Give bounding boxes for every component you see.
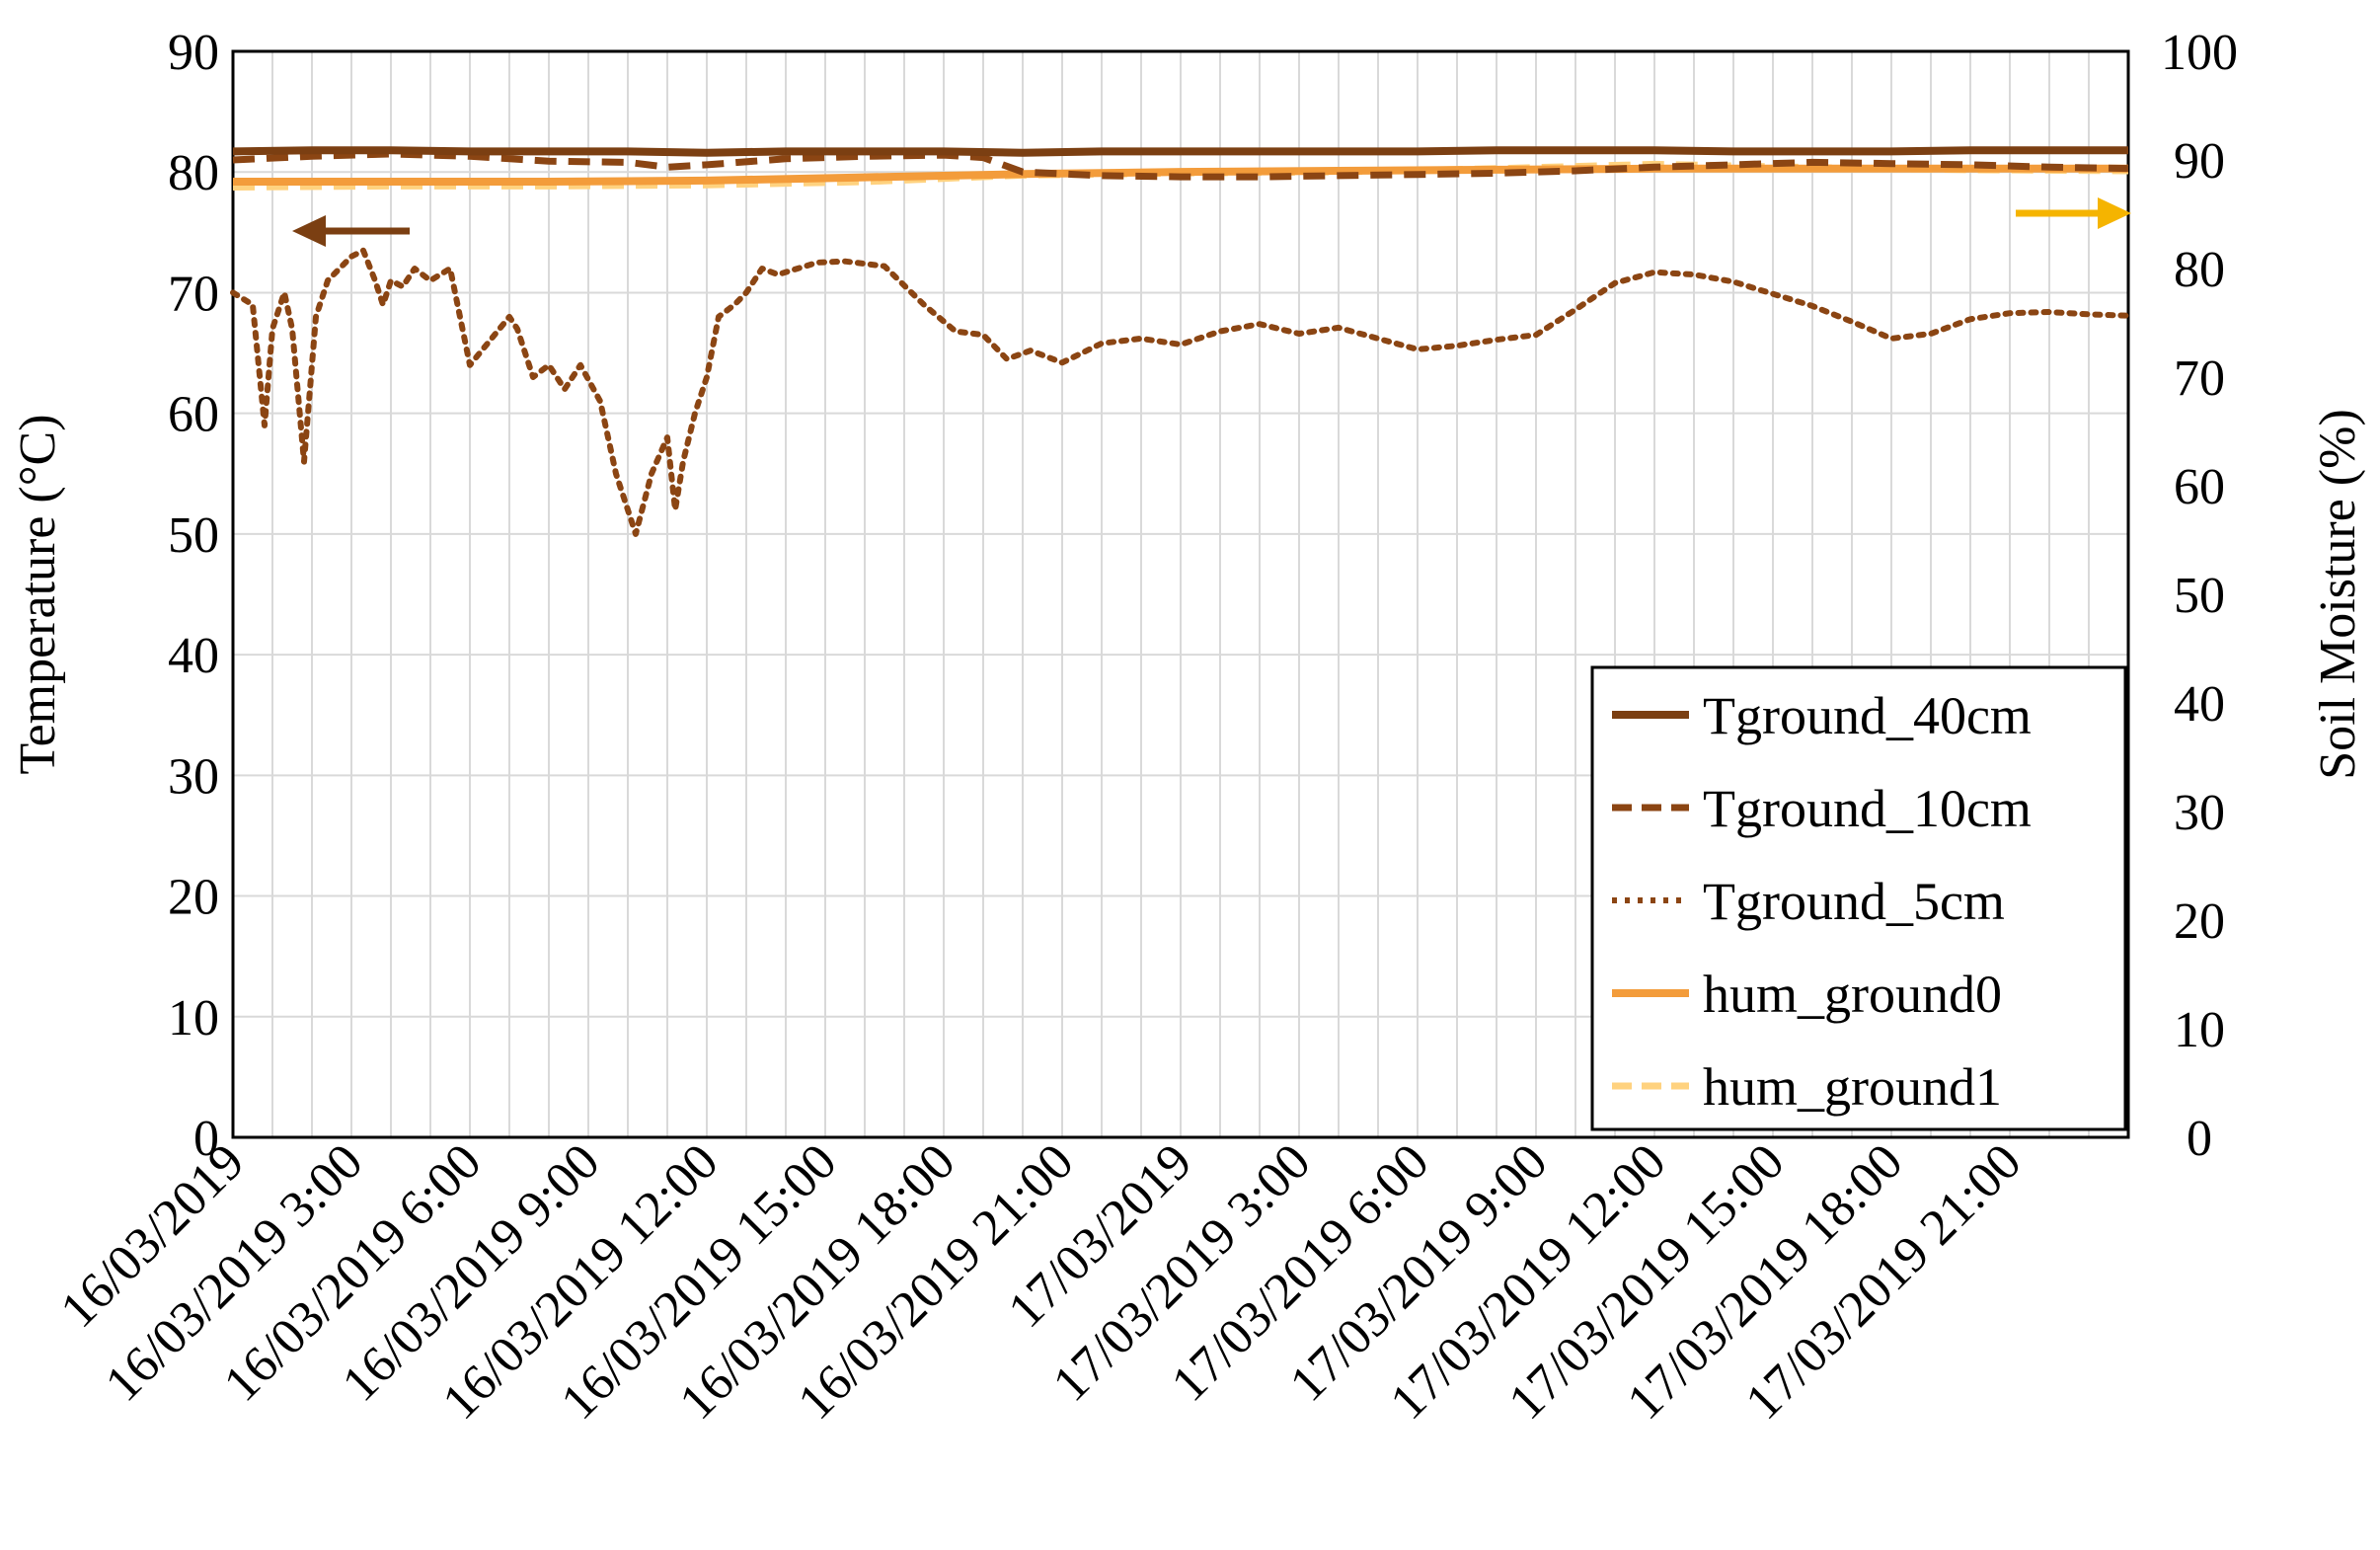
legend-label: Tground_40cm [1703, 686, 2032, 745]
y2-tick-label: 20 [2174, 893, 2225, 950]
y2-tick-label: 70 [2174, 350, 2225, 407]
y2-tick-label: 30 [2174, 785, 2225, 841]
y-tick-label: 80 [168, 145, 219, 201]
y2-tick-label: 80 [2174, 242, 2225, 298]
legend: Tground_40cm Tground_10cm Tground_5cm hum_g… [1590, 665, 2127, 1131]
y-tick-label: 20 [168, 870, 219, 926]
y-tick-label: 40 [168, 628, 219, 684]
y2-tick-label: 0 [2187, 1111, 2212, 1167]
y2-tick-label: 40 [2174, 676, 2225, 733]
y-tick-label: 60 [168, 387, 219, 443]
series-line-tground-40cm [232, 146, 2128, 157]
series-line-tground-10cm [232, 150, 2129, 181]
axis-indicator-arrows [292, 197, 2131, 247]
y2-tick-label: 100 [2161, 25, 2238, 81]
y-tick-label: 50 [168, 507, 219, 564]
y-tick-label: 70 [168, 266, 219, 322]
y-tick-label: 10 [168, 990, 219, 1046]
y2-tick-label: 60 [2174, 459, 2225, 515]
plot-frame [231, 49, 2130, 1139]
y2-tick-label: 50 [2174, 568, 2225, 624]
right-axis-arrow-head [2098, 197, 2131, 229]
y-tick-label: 90 [168, 25, 219, 81]
y-tick-label: 0 [193, 1111, 219, 1167]
y2-tick-label: 10 [2174, 1002, 2225, 1058]
y2-axis-title: Soil Moisture (%) [2310, 409, 2366, 780]
series-line-tground-5cm [230, 247, 2131, 537]
legend-label: Tground_5cm [1703, 872, 2005, 931]
series-line-hum-ground0 [233, 164, 2128, 186]
legend-label: hum_ground1 [1703, 1057, 2002, 1117]
legend-label: hum_ground0 [1703, 965, 2002, 1024]
right-axis-ticks: 0 10 20 30 40 50 60 70 80 90 100 [2161, 25, 2238, 1167]
left-axis-arrow-head [292, 215, 326, 247]
y-axis-title: Temperature (°C) [10, 414, 66, 774]
y-tick-label: 30 [168, 748, 219, 805]
y2-tick-label: 90 [2174, 133, 2225, 190]
legend-label: Tground_10cm [1703, 779, 2032, 838]
series-layer [230, 146, 2131, 537]
left-axis-ticks: 0 10 20 30 40 50 60 70 80 90 [168, 25, 219, 1167]
